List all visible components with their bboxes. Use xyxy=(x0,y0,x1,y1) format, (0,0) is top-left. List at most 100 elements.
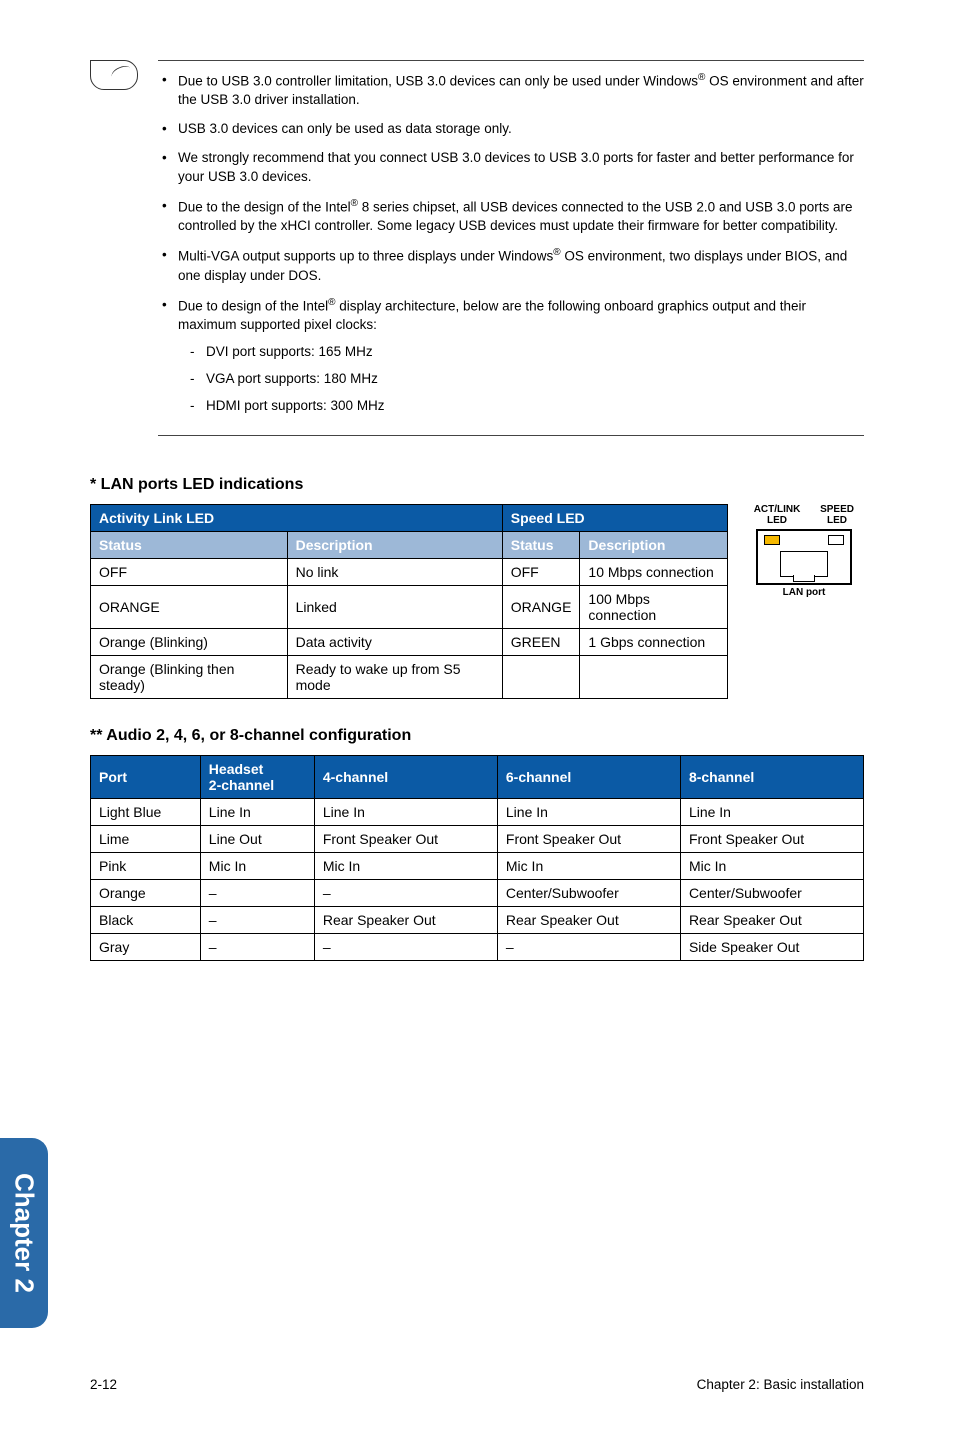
audio-header-cell: 8-channel xyxy=(680,756,863,799)
note-item: USB 3.0 devices can only be used as data… xyxy=(158,120,864,139)
table-row: LimeLine OutFront Speaker OutFront Speak… xyxy=(91,826,864,853)
table-cell: Front Speaker Out xyxy=(497,826,680,853)
table-row: ORANGELinkedORANGE100 Mbps connection xyxy=(91,586,728,629)
footer-page-number: 2-12 xyxy=(90,1377,117,1392)
table-cell: – xyxy=(200,907,314,934)
audio-header-cell: 6-channel xyxy=(497,756,680,799)
table-cell: 10 Mbps connection xyxy=(580,559,728,586)
footer-chapter: Chapter 2: Basic installation xyxy=(697,1377,864,1392)
table-cell: Lime xyxy=(91,826,201,853)
table-cell: – xyxy=(314,880,497,907)
table-cell: – xyxy=(497,934,680,961)
lan-hdr-desc: Description xyxy=(287,532,502,559)
table-cell: Side Speaker Out xyxy=(680,934,863,961)
table-row: PinkMic InMic InMic InMic In xyxy=(91,853,864,880)
lan-hdr-activity: Activity Link LED xyxy=(91,505,503,532)
page-footer: 2-12 Chapter 2: Basic installation xyxy=(90,1377,864,1392)
note-sublist: DVI port supports: 165 MHz VGA port suppo… xyxy=(178,343,864,416)
table-row: Orange––Center/SubwooferCenter/Subwoofer xyxy=(91,880,864,907)
table-row: Orange (Blinking then steady)Ready to wa… xyxy=(91,656,728,699)
table-cell: Rear Speaker Out xyxy=(680,907,863,934)
notes-block: Due to USB 3.0 controller limitation, US… xyxy=(90,60,864,436)
lan-port-icon xyxy=(756,529,852,585)
table-row: Black–Rear Speaker OutRear Speaker OutRe… xyxy=(91,907,864,934)
note-subitem: VGA port supports: 180 MHz xyxy=(178,370,864,389)
lan-hdr-status: Status xyxy=(91,532,288,559)
table-cell: Orange xyxy=(91,880,201,907)
table-cell: Line In xyxy=(314,799,497,826)
table-cell: Mic In xyxy=(680,853,863,880)
lan-hdr-speed: Speed LED xyxy=(502,505,727,532)
table-row: OFFNo linkOFF10 Mbps connection xyxy=(91,559,728,586)
table-cell: Linked xyxy=(287,586,502,629)
lan-section: Activity Link LED Speed LED Status Descr… xyxy=(90,504,864,699)
table-cell: Line In xyxy=(497,799,680,826)
table-cell: Line Out xyxy=(200,826,314,853)
note-subitem: DVI port supports: 165 MHz xyxy=(178,343,864,362)
table-cell xyxy=(502,656,580,699)
table-cell: Pink xyxy=(91,853,201,880)
notes-list: Due to USB 3.0 controller limitation, US… xyxy=(158,71,864,415)
table-cell: Orange (Blinking then steady) xyxy=(91,656,288,699)
table-cell: No link xyxy=(287,559,502,586)
table-cell: – xyxy=(200,934,314,961)
audio-header-cell: Port xyxy=(91,756,201,799)
table-cell: Line In xyxy=(680,799,863,826)
audio-header-cell: 4-channel xyxy=(314,756,497,799)
table-cell: Orange (Blinking) xyxy=(91,629,288,656)
table-cell: Black xyxy=(91,907,201,934)
audio-header-cell: Headset2-channel xyxy=(200,756,314,799)
lan-table: Activity Link LED Speed LED Status Descr… xyxy=(90,504,728,699)
table-cell: 100 Mbps connection xyxy=(580,586,728,629)
table-cell: Gray xyxy=(91,934,201,961)
notes-rule: Due to USB 3.0 controller limitation, US… xyxy=(158,60,864,436)
table-cell: Light Blue xyxy=(91,799,201,826)
speed-led-label: SPEED LED xyxy=(810,504,864,526)
table-cell: Front Speaker Out xyxy=(680,826,863,853)
table-cell: Mic In xyxy=(497,853,680,880)
note-item: Due to the design of the Intel® 8 series… xyxy=(158,197,864,236)
audio-title: ** Audio 2, 4, 6, or 8-channel configura… xyxy=(90,727,864,745)
lan-title: * LAN ports LED indications xyxy=(90,476,864,494)
note-item: Multi-VGA output supports up to three di… xyxy=(158,246,864,285)
lan-port-diagram: ACT/LINK LED SPEED LED LAN port xyxy=(744,504,864,598)
note-subitem: HDMI port supports: 300 MHz xyxy=(178,397,864,416)
table-cell: Data activity xyxy=(287,629,502,656)
audio-header-row: PortHeadset2-channel4-channel6-channel8-… xyxy=(91,756,864,799)
table-cell: Rear Speaker Out xyxy=(314,907,497,934)
table-cell: ORANGE xyxy=(91,586,288,629)
note-item: We strongly recommend that you connect U… xyxy=(158,149,864,187)
table-cell: Front Speaker Out xyxy=(314,826,497,853)
note-item: Due to USB 3.0 controller limitation, US… xyxy=(158,71,864,110)
lan-jack-icon xyxy=(780,551,828,577)
table-cell: ORANGE xyxy=(502,586,580,629)
note-icon xyxy=(90,60,138,90)
table-cell: Rear Speaker Out xyxy=(497,907,680,934)
audio-tbody: Light BlueLine InLine InLine InLine InLi… xyxy=(91,799,864,961)
table-cell: – xyxy=(200,880,314,907)
act-led-icon xyxy=(764,535,780,545)
lan-hdr-desc2: Description xyxy=(580,532,728,559)
table-cell: Line In xyxy=(200,799,314,826)
speed-led-icon xyxy=(828,535,844,545)
note-item: Due to design of the Intel® display arch… xyxy=(158,296,864,416)
table-cell: OFF xyxy=(91,559,288,586)
table-cell: Mic In xyxy=(200,853,314,880)
table-cell: OFF xyxy=(502,559,580,586)
audio-table: PortHeadset2-channel4-channel6-channel8-… xyxy=(90,755,864,961)
table-cell xyxy=(580,656,728,699)
table-row: Orange (Blinking)Data activityGREEN1 Gbp… xyxy=(91,629,728,656)
table-cell: Ready to wake up from S5 mode xyxy=(287,656,502,699)
act-led-label: ACT/LINK LED xyxy=(744,504,810,526)
table-cell: GREEN xyxy=(502,629,580,656)
table-cell: Center/Subwoofer xyxy=(680,880,863,907)
lan-port-label: LAN port xyxy=(744,587,864,598)
lan-hdr-status2: Status xyxy=(502,532,580,559)
table-cell: – xyxy=(314,934,497,961)
chapter-side-tab-label: Chapter 2 xyxy=(9,1173,40,1293)
chapter-side-tab: Chapter 2 xyxy=(0,1138,48,1328)
table-cell: Mic In xyxy=(314,853,497,880)
table-row: Gray–––Side Speaker Out xyxy=(91,934,864,961)
table-cell: Center/Subwoofer xyxy=(497,880,680,907)
table-row: Light BlueLine InLine InLine InLine In xyxy=(91,799,864,826)
